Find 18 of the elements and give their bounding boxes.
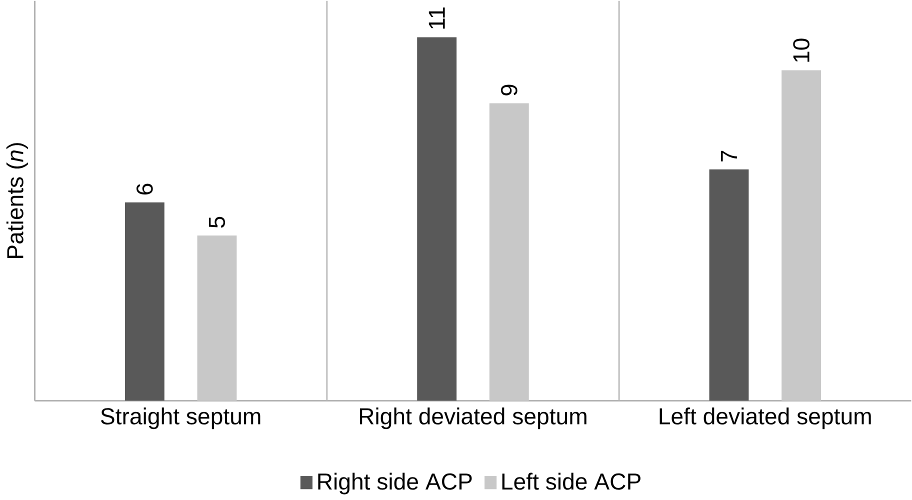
data-label: 5 bbox=[208, 216, 226, 228]
bar bbox=[124, 202, 164, 401]
x-tick-label: Left deviated septum bbox=[660, 407, 871, 430]
bar bbox=[489, 103, 529, 401]
bar bbox=[782, 70, 822, 401]
bar bbox=[197, 235, 237, 401]
legend-label: Right side ACP bbox=[318, 472, 472, 494]
data-label: 9 bbox=[500, 84, 518, 96]
x-tick-label: Straight septum bbox=[100, 407, 260, 430]
y-axis-title: Patients (n) bbox=[6, 143, 28, 258]
data-label: 6 bbox=[136, 184, 153, 194]
bar bbox=[709, 169, 749, 401]
x-tick-label: Right deviated septum bbox=[360, 407, 586, 430]
data-label: 7 bbox=[721, 150, 737, 162]
legend-label: Left side ACP bbox=[502, 472, 640, 490]
bar bbox=[417, 37, 457, 401]
data-label: 10 bbox=[793, 38, 810, 62]
data-label: 11 bbox=[428, 7, 445, 29]
